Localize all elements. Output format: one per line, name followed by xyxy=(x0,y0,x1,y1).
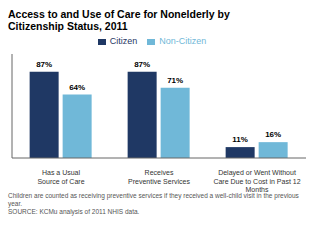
svg-text:Has a UsualSource of Care: Has a UsualSource of Care xyxy=(37,169,84,185)
html-text:Children are counted as receiv: Children are counted as receiving preven… xyxy=(8,192,299,207)
html-text:Non-Citizen: Non-Citizen xyxy=(159,36,207,46)
svg-text:Delayed or Went WithoutCare Du: Delayed or Went WithoutCare Due to Cost … xyxy=(213,169,300,192)
svg-text:ReceivesPreventive Services: ReceivesPreventive Services xyxy=(128,169,190,185)
svg-text:87%: 87% xyxy=(134,60,150,69)
svg-text:16%: 16% xyxy=(265,130,281,139)
svg-text:71%: 71% xyxy=(167,76,183,85)
svg-text:64%: 64% xyxy=(69,83,85,92)
html-text:Access to and Use of Care for: Access to and Use of Care for Nonelderly… xyxy=(8,8,230,32)
svg-text:11%: 11% xyxy=(232,135,248,144)
svg-text:87%: 87% xyxy=(36,60,52,69)
html-text:Citizen: Citizen xyxy=(109,36,138,46)
html-text:SOURCE: KCMu analysis of 2011: SOURCE: KCMu analysis of 2011 NHIS data. xyxy=(8,208,140,215)
